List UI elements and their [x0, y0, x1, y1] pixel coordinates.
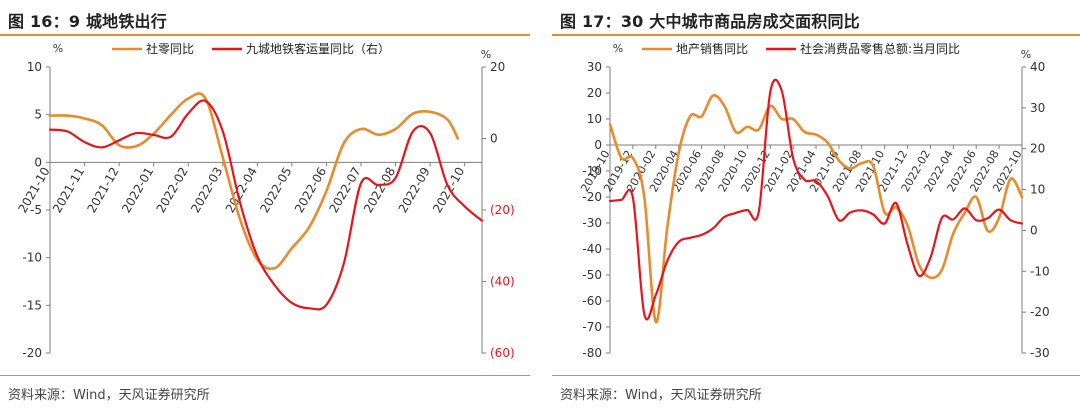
- left-axis-tick-label: 20: [587, 86, 602, 100]
- right-axis-tick-label: 20: [1030, 142, 1045, 156]
- right-unit-label: %: [481, 48, 491, 61]
- left-axis-tick-label: 10: [27, 60, 42, 74]
- title-rule: [552, 34, 1080, 36]
- legend-label: 社会消费品零售总额:当月同比: [800, 41, 960, 56]
- left-axis-tick-label: -20: [22, 346, 42, 360]
- left-axis-tick-label: -50: [582, 268, 602, 282]
- chart-panel-housing: 图 17：30 大中城市商品房成交面积同比 %% 30 20 10 0 -10 -20 -30…: [552, 0, 1080, 411]
- right-axis-tick-label: (20): [490, 203, 515, 217]
- right-axis-tick-label: (40): [490, 275, 515, 289]
- legend-label: 地产销售同比: [676, 41, 748, 56]
- x-axis-tick-label: 2021-11: [50, 165, 87, 215]
- footer-rule: [0, 375, 530, 376]
- figure-title: 图 16：9 城地铁出行: [8, 12, 167, 31]
- x-axis-tick-label: 2022-09: [396, 165, 433, 215]
- left-axis-tick-label: -40: [582, 242, 602, 256]
- right-axis-tick-label: 0: [1030, 223, 1038, 237]
- left-axis-tick-label: -70: [582, 320, 602, 334]
- x-axis-tick-label: 2022-10: [430, 165, 467, 215]
- footer-rule: [552, 375, 1080, 376]
- right-axis-tick-label: 30: [1030, 101, 1045, 115]
- right-axis-tick-label: 10: [1030, 183, 1045, 197]
- series-line-right: [608, 78, 1024, 321]
- chart-panel-subway: 图 16：9 城地铁出行 %% 10 5 0 -5 -10 -15 -20 20 0 (20) (40…: [0, 0, 530, 411]
- left-axis-tick-label: 0: [34, 155, 42, 169]
- x-axis-tick-label: 2022-01: [119, 165, 156, 215]
- right-axis-tick-label: -10: [1030, 264, 1050, 278]
- left-axis-tick-label: -10: [582, 164, 602, 178]
- x-axis-tick-label: 2021-12: [85, 165, 122, 215]
- title-rule: [0, 34, 530, 36]
- left-axis-tick-label: -60: [582, 294, 602, 308]
- figure-title: 图 17：30 大中城市商品房成交面积同比: [560, 12, 860, 31]
- left-axis-tick-label: -5: [30, 203, 42, 217]
- line-chart-subway: % %1050-5-10-15-20200(20)(40)(60)2021-102…: [15, 41, 515, 360]
- left-axis-tick-label: -20: [582, 190, 602, 204]
- right-axis-tick-label: -20: [1030, 305, 1050, 319]
- x-axis-tick-label: 2022-05: [257, 165, 294, 215]
- series-line-left: [608, 94, 1024, 324]
- right-axis-tick-label: -30: [1030, 346, 1050, 360]
- right-axis-tick-label: 0: [490, 132, 498, 146]
- x-axis-tick-label: 2022-08: [361, 165, 398, 215]
- left-axis-tick-label: -10: [22, 251, 42, 265]
- left-axis-tick-label: -80: [582, 346, 602, 360]
- left-unit-label: %: [53, 42, 63, 55]
- x-axis-tick-label: 2022-03: [188, 165, 225, 215]
- legend-label: 社零同比: [146, 41, 194, 56]
- left-axis-tick-label: -30: [582, 216, 602, 230]
- left-unit-label: %: [613, 42, 623, 55]
- left-axis-tick-label: 30: [587, 60, 602, 74]
- line-chart-housing: % % 30 20 10 0 -10 -20 -30 -40 -50 -60 -70 -80 40 30 20 1…: [578, 41, 1050, 360]
- left-axis-tick-label: 10: [587, 112, 602, 126]
- left-axis-tick-label: 0: [594, 138, 602, 152]
- source-note: 资料来源：Wind，天风证券研究所: [8, 388, 210, 403]
- right-unit-label: %: [1021, 48, 1031, 61]
- right-axis-tick-label: 20: [490, 60, 505, 74]
- x-axis-tick-label: 2022-06: [292, 165, 329, 215]
- right-axis-tick-label: 40: [1030, 60, 1045, 74]
- x-axis-tick-label: 2022-02: [154, 165, 191, 215]
- series-line-left: [48, 92, 460, 271]
- legend-label: 九城地铁客运量同比（右）: [246, 41, 390, 56]
- right-axis-tick-label: (60): [490, 346, 515, 360]
- series-line-right: [48, 99, 484, 311]
- left-axis-tick-label: 5: [34, 108, 42, 122]
- left-axis-tick-label: -15: [22, 298, 42, 312]
- source-note: 资料来源：Wind，天风证券研究所: [560, 388, 762, 403]
